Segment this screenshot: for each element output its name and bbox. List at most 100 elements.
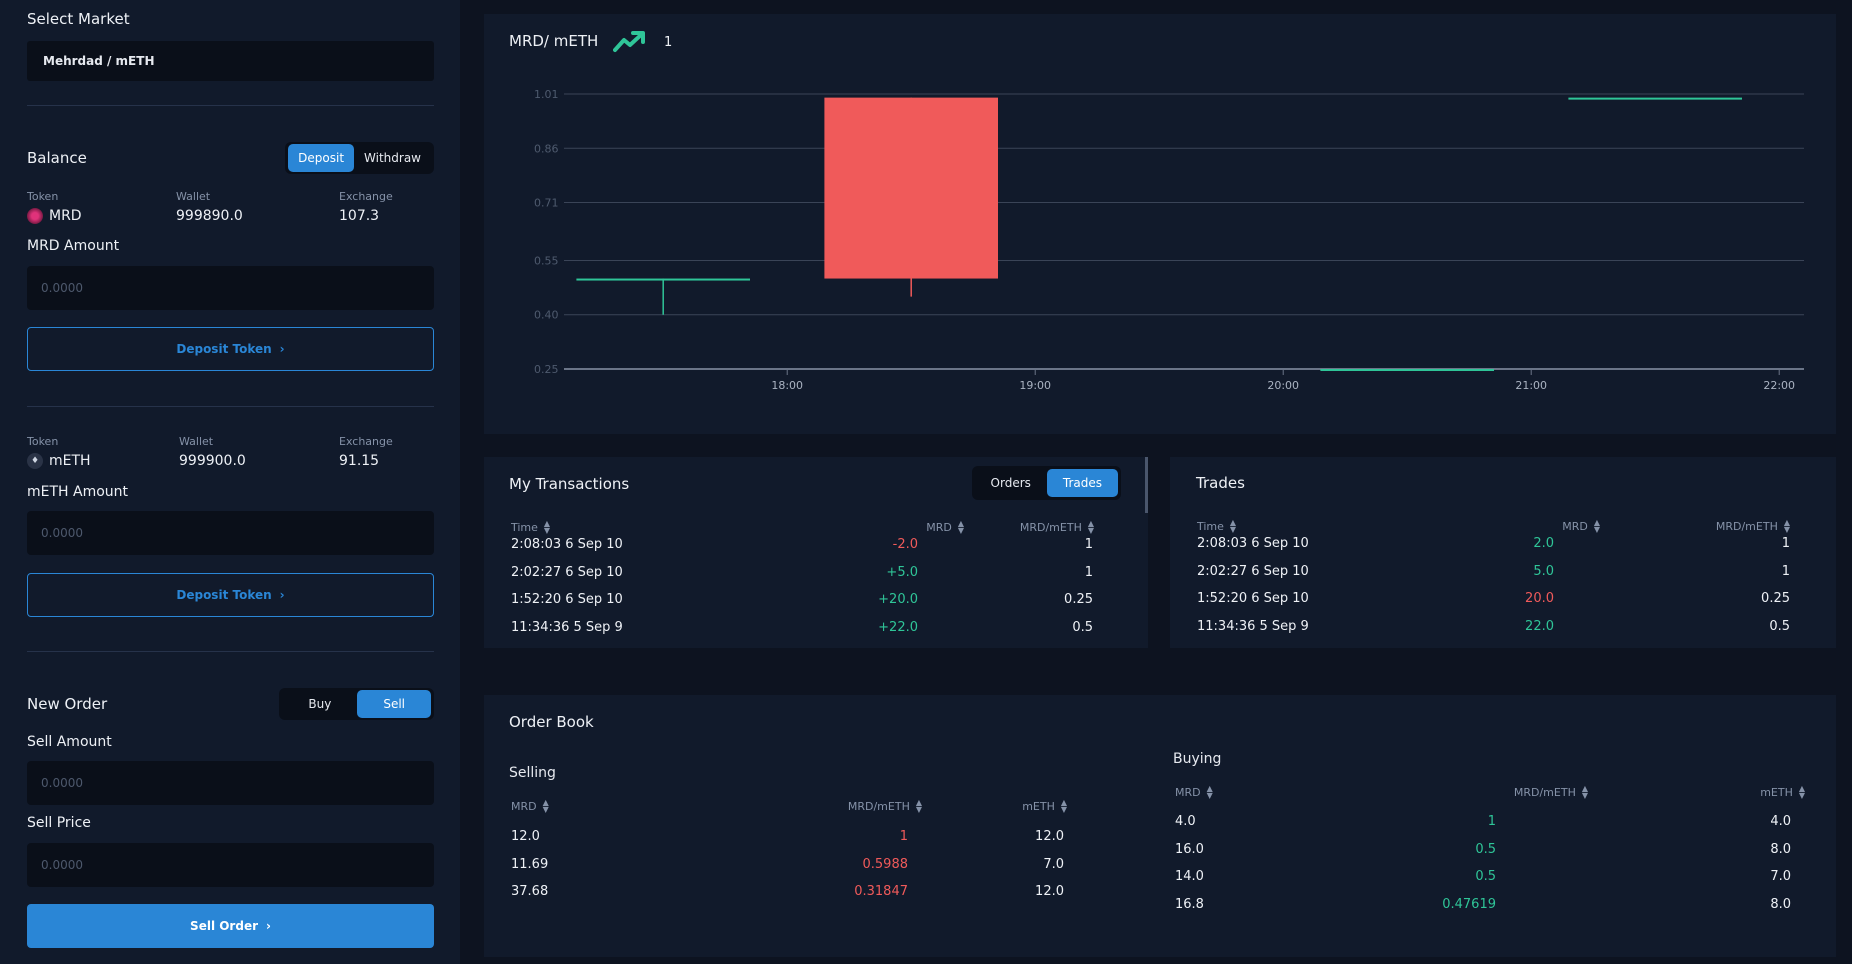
- sell-price-cell: 0.5988: [862, 856, 909, 872]
- candle-body: [824, 97, 998, 279]
- buy-price-cell: 1: [1487, 814, 1496, 829]
- sell-price-cell: 0.31847: [854, 884, 908, 899]
- chevron-right-icon: ›: [279, 342, 285, 356]
- sell-mrd-cell: 11.69: [511, 856, 549, 872]
- trade-mrd-cell: 20.0: [1525, 591, 1554, 607]
- pair-title: MRD/ mETH: [509, 32, 599, 50]
- buy-mrd-cell: 16.0: [1175, 841, 1204, 857]
- y-tick-label: 0.86: [534, 142, 559, 155]
- mrd-balance-row: Token MRD Wallet 999890.0 Exchange 107.3: [27, 190, 434, 230]
- sort-icon: ▲ ▼: [1060, 798, 1067, 814]
- buy-price-cell: 0.5: [1475, 869, 1496, 884]
- chevron-right-icon: ›: [279, 588, 285, 602]
- trade-time-cell: 2:02:27 6 Sep 10: [1197, 563, 1309, 579]
- sell-meth-cell: 12.0: [1035, 884, 1064, 899]
- exchange-col-label: Exchange: [339, 190, 393, 203]
- col-header-time[interactable]: Time ▲ ▼: [1197, 518, 1237, 534]
- mrd-amount-label: MRD Amount: [27, 238, 120, 254]
- tab-withdraw[interactable]: Withdraw: [364, 151, 421, 165]
- tab-trades[interactable]: Trades: [1046, 469, 1118, 497]
- mrd-wallet-value: 999890.0: [176, 208, 243, 224]
- sell-meth-cell: 12.0: [1035, 829, 1064, 844]
- sort-icon: ▲ ▼: [542, 798, 549, 814]
- buy-mrd-cell: 14.0: [1175, 869, 1204, 884]
- col-header-price[interactable]: MRD/mETH ▲ ▼: [1019, 519, 1094, 535]
- sort-icon: ▲ ▼: [1206, 784, 1213, 800]
- buy-col-header-meth[interactable]: mETH ▲ ▼: [1760, 784, 1805, 800]
- y-tick-label: 0.55: [534, 254, 559, 267]
- candle-body: [576, 278, 750, 281]
- tx-time-cell: 1:52:20 6 Sep 10: [511, 592, 623, 608]
- sell-col-header-price[interactable]: MRD/mETH ▲ ▼: [847, 798, 922, 814]
- buy-price-cell: 0.47619: [1442, 896, 1496, 912]
- candlestick-chart[interactable]: 1.01 0.86 0.71 0.55 0.40 0.25 18:00 19:00 20:00 2…: [484, 14, 1836, 434]
- tab-orders[interactable]: Orders: [990, 476, 1031, 490]
- sell-col-header-mrd[interactable]: MRD ▲ ▼: [511, 798, 549, 814]
- tab-deposit[interactable]: Deposit: [288, 144, 355, 172]
- order-book-title: Order Book: [509, 713, 594, 731]
- wallet-col-label: Wallet: [179, 435, 214, 448]
- trade-price-cell: 0.25: [1761, 591, 1790, 607]
- sell-amount-input[interactable]: [27, 761, 434, 805]
- new-order-title: New Order: [27, 695, 108, 713]
- meth-exchange-value: 91.15: [339, 453, 380, 469]
- selling-title: Selling: [509, 765, 556, 781]
- sell-order-button[interactable]: Sell Order ›: [27, 904, 434, 948]
- col-header-mrd[interactable]: MRD ▲ ▼: [926, 519, 964, 535]
- chart-panel: MRD/ mETH 1 1.01 0.86 0.71 0.55 0.40 0.25 18:0…: [484, 14, 1836, 434]
- x-tick-label: 21:00: [1515, 379, 1547, 392]
- trade-mrd-cell: 2.0: [1533, 536, 1554, 551]
- trade-time-cell: 11:34:36 5 Sep 9: [1197, 619, 1309, 635]
- sort-icon: ▲ ▼: [1593, 518, 1600, 534]
- sell-price-label: Sell Price: [27, 815, 91, 831]
- token-col-label: Token: [27, 435, 59, 448]
- order-side-toggle: Buy Sell: [279, 688, 434, 720]
- col-header-time[interactable]: Time ▲ ▼: [511, 519, 551, 535]
- mrd-amount-input[interactable]: [27, 266, 434, 310]
- trade-time-cell: 1:52:20 6 Sep 10: [1197, 591, 1309, 607]
- y-tick-label: 0.25: [534, 363, 559, 376]
- trend-up-icon: [613, 31, 645, 52]
- buy-mrd-cell: 16.8: [1175, 896, 1204, 912]
- tx-mrd-cell: +5.0: [886, 564, 918, 580]
- my-transactions-title: My Transactions: [509, 475, 630, 493]
- buy-meth-cell: 8.0: [1770, 841, 1791, 857]
- trade-price-cell: 0.5: [1769, 619, 1790, 635]
- buy-col-header-mrd[interactable]: MRD ▲ ▼: [1175, 784, 1213, 800]
- divider: [27, 651, 434, 652]
- tab-sell[interactable]: Sell: [357, 690, 431, 718]
- meth-token-name: mETH: [49, 453, 91, 469]
- sell-col-header-meth[interactable]: mETH ▲ ▼: [1022, 798, 1067, 814]
- balance-title: Balance: [27, 149, 87, 167]
- tx-price-cell: 1: [1084, 537, 1093, 552]
- meth-amount-label: mETH Amount: [27, 484, 129, 500]
- meth-amount-input[interactable]: [27, 511, 434, 555]
- buy-col-header-price[interactable]: MRD/mETH ▲ ▼: [1513, 784, 1588, 800]
- col-header-mrd[interactable]: MRD ▲ ▼: [1562, 518, 1600, 534]
- scrollbar[interactable]: [1145, 457, 1148, 513]
- buy-meth-cell: 4.0: [1770, 814, 1791, 829]
- deposit-meth-button[interactable]: Deposit Token ›: [27, 573, 434, 617]
- token-col-label: Token: [27, 190, 59, 203]
- tx-price-cell: 0.25: [1064, 592, 1093, 608]
- trade-mrd-cell: 22.0: [1525, 619, 1554, 635]
- sell-price-input[interactable]: [27, 843, 434, 887]
- tx-mrd-cell: +20.0: [878, 592, 918, 608]
- chevron-right-icon: ›: [266, 919, 271, 933]
- tab-buy[interactable]: Buy: [308, 697, 332, 711]
- order-book-panel: Order Book Selling MRD ▲ ▼ MRD/mETH ▲ ▼ mETH…: [484, 695, 1836, 957]
- meth-balance-row: Token ♦ mETH Wallet 999900.0 Exchange 91.…: [27, 435, 434, 475]
- candle-body: [1320, 369, 1494, 371]
- sell-mrd-cell: 12.0: [511, 829, 540, 844]
- wallet-col-label: Wallet: [176, 190, 211, 203]
- sell-price-cell: 1: [899, 829, 908, 844]
- col-header-price[interactable]: MRD/mETH ▲ ▼: [1715, 518, 1790, 534]
- trade-price-cell: 1: [1781, 563, 1790, 579]
- eth-token-icon: ♦: [27, 453, 43, 469]
- last-price: 1: [664, 35, 673, 50]
- deposit-mrd-button[interactable]: Deposit Token ›: [27, 327, 434, 371]
- trade-price-cell: 1: [1781, 536, 1790, 551]
- buying-title: Buying: [1173, 751, 1222, 767]
- deposit-mrd-button-label: Deposit Token: [176, 342, 272, 356]
- market-select[interactable]: Mehrdad / mETH: [27, 41, 434, 81]
